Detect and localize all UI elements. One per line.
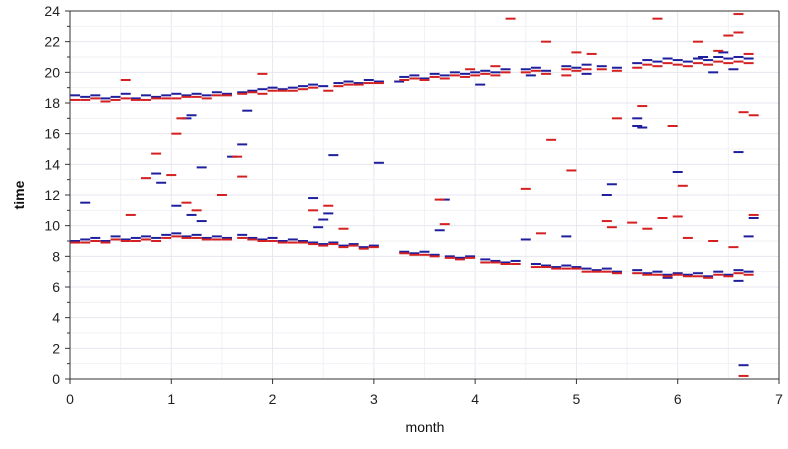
- y-tick-label: 12: [44, 187, 60, 203]
- y-tick-label: 4: [52, 310, 60, 326]
- y-tick-label: 20: [44, 64, 60, 80]
- y-tick-label: 16: [44, 126, 60, 142]
- x-tick-label: 7: [775, 391, 783, 407]
- x-tick-label: 2: [269, 391, 277, 407]
- y-tick-label: 18: [44, 95, 60, 111]
- y-tick-label: 0: [52, 371, 60, 387]
- y-tick-label: 10: [44, 218, 60, 234]
- data-markers: [70, 13, 759, 377]
- y-tick-label: 24: [44, 3, 60, 19]
- x-tick-label: 0: [66, 391, 74, 407]
- x-tick-label: 3: [370, 391, 378, 407]
- y-tick-label: 8: [52, 248, 60, 264]
- x-tick-label: 4: [471, 391, 479, 407]
- x-tick-label: 1: [167, 391, 175, 407]
- y-tick-label: 6: [52, 279, 60, 295]
- y-tick-label: 2: [52, 340, 60, 356]
- grid: [69, 10, 780, 380]
- x-tick-label: 5: [573, 391, 581, 407]
- x-tick-label: 6: [674, 391, 682, 407]
- y-tick-label: 14: [44, 156, 60, 172]
- y-tick-label: 22: [44, 34, 60, 50]
- y-axis-label: time: [11, 180, 27, 209]
- x-axis-label: month: [406, 419, 445, 435]
